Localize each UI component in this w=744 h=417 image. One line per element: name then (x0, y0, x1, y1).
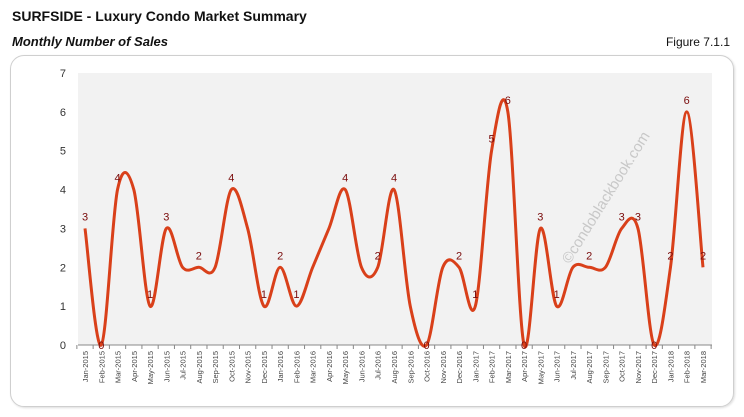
x-tick-label: Mar-2016 (309, 351, 318, 383)
data-label: 1 (147, 289, 153, 301)
x-tick-label: May-2015 (146, 351, 155, 384)
chart-panel (10, 55, 734, 407)
x-tick-label: Mar-2017 (504, 351, 513, 383)
y-tick-label: 4 (60, 185, 66, 197)
x-tick-label: Sep-2015 (211, 351, 220, 384)
x-tick-label: Sep-2017 (601, 351, 610, 384)
data-label: 1 (293, 289, 299, 301)
x-tick-label: Jun-2015 (162, 351, 171, 382)
y-tick-label: 2 (60, 262, 66, 274)
x-tick-label: Feb-2016 (292, 351, 301, 383)
data-label: 1 (554, 289, 560, 301)
x-tick-label: Jul-2015 (179, 351, 188, 380)
y-tick-label: 3 (60, 223, 66, 235)
data-label: 3 (619, 211, 625, 223)
data-label: 3 (163, 211, 169, 223)
data-label: 1 (472, 289, 478, 301)
x-tick-label: Jun-2017 (553, 351, 562, 382)
chart-subtitle: Monthly Number of Sales (12, 34, 169, 49)
x-tick-label: Aug-2015 (195, 351, 204, 384)
x-tick-label: Jan-2015 (81, 351, 90, 382)
data-label: 0 (423, 340, 429, 352)
x-tick-label: Jan-2016 (276, 351, 285, 382)
x-tick-label: Jun-2016 (357, 351, 366, 382)
y-tick-label: 1 (60, 301, 66, 313)
x-tick-label: Aug-2017 (585, 351, 594, 384)
x-tick-label: Apr-2016 (325, 351, 334, 382)
x-tick-label: Sep-2016 (406, 351, 415, 384)
x-tick-label: Oct-2017 (618, 351, 627, 382)
figure-number: Figure 7.1.1 (665, 35, 730, 49)
data-label: 5 (489, 134, 495, 146)
x-tick-label: Jan-2018 (666, 351, 675, 382)
data-label: 2 (375, 250, 381, 262)
data-label: 2 (277, 250, 283, 262)
data-label: 2 (667, 250, 673, 262)
x-tick-label: Apr-2017 (520, 351, 529, 382)
data-label: 4 (114, 173, 120, 185)
plot-area (78, 73, 712, 345)
y-tick-label: 0 (60, 340, 66, 352)
data-label: 0 (521, 340, 527, 352)
data-label: 3 (537, 211, 543, 223)
x-tick-label: Nov-2015 (244, 351, 253, 384)
x-tick-label: Dec-2017 (650, 351, 659, 384)
data-label: 3 (82, 211, 88, 223)
data-label: 4 (342, 173, 348, 185)
y-tick-label: 6 (60, 107, 66, 119)
data-label: 4 (391, 173, 397, 185)
x-tick-label: Jul-2017 (569, 351, 578, 380)
data-label: 4 (228, 173, 234, 185)
x-tick-label: Nov-2017 (634, 351, 643, 384)
x-tick-label: Nov-2016 (439, 351, 448, 384)
x-tick-label: Dec-2016 (455, 351, 464, 384)
x-tick-label: Jul-2016 (374, 351, 383, 380)
x-tick-label: Oct-2016 (423, 351, 432, 382)
data-label: 0 (651, 340, 657, 352)
page-title: SURFSIDE - Luxury Condo Market Summary (12, 8, 307, 24)
x-tick-label: Aug-2016 (390, 351, 399, 384)
data-label: 3 (635, 211, 641, 223)
x-tick-label: Feb-2017 (488, 351, 497, 383)
data-label: 2 (196, 250, 202, 262)
x-tick-label: May-2017 (536, 351, 545, 384)
x-tick-label: Mar-2018 (699, 351, 708, 383)
data-label: 6 (684, 95, 690, 107)
x-tick-label: Feb-2015 (97, 351, 106, 383)
data-label: 0 (98, 340, 104, 352)
x-tick-label: Apr-2015 (130, 351, 139, 382)
x-tick-label: Dec-2015 (260, 351, 269, 384)
data-label: 2 (586, 250, 592, 262)
data-label: 2 (456, 250, 462, 262)
x-tick-label: Mar-2015 (114, 351, 123, 383)
data-label: 6 (505, 95, 511, 107)
x-tick-label: Feb-2018 (683, 351, 692, 383)
x-tick-label: Jan-2017 (471, 351, 480, 382)
y-tick-label: 7 (60, 68, 66, 80)
y-tick-label: 5 (60, 146, 66, 158)
x-tick-label: Oct-2015 (227, 351, 236, 382)
data-label: 2 (700, 250, 706, 262)
data-label: 1 (261, 289, 267, 301)
x-tick-label: May-2016 (341, 351, 350, 384)
